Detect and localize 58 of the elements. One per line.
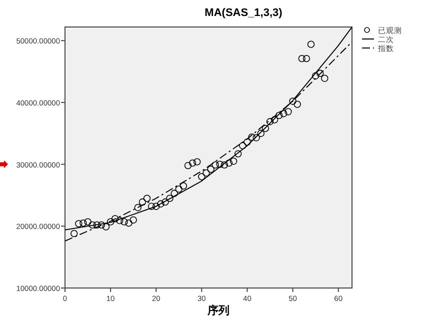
point: [162, 198, 169, 206]
point: [138, 198, 146, 206]
point: [125, 219, 132, 227]
point: [116, 216, 124, 224]
point: [216, 160, 224, 168]
point: [106, 218, 114, 226]
point: [134, 204, 142, 212]
point: [270, 116, 278, 124]
point: [266, 118, 274, 126]
point: [262, 124, 270, 132]
point: [188, 159, 196, 167]
x-axis-title: 序列: [206, 304, 230, 317]
point: [307, 40, 315, 48]
point: [112, 215, 119, 222]
point: [198, 173, 206, 180]
point: [93, 221, 100, 229]
point: [207, 166, 214, 173]
point: [84, 218, 92, 226]
point: [194, 158, 201, 166]
point: [248, 133, 256, 141]
point: [130, 216, 137, 224]
point: [166, 194, 174, 202]
point: [280, 110, 288, 118]
point: [170, 190, 178, 197]
point: [312, 72, 320, 80]
point: [316, 70, 324, 77]
point: [148, 202, 156, 210]
point: [80, 219, 87, 227]
point: [157, 200, 164, 208]
point: [298, 54, 306, 62]
point: [175, 185, 182, 193]
point: [302, 54, 310, 62]
point: [152, 202, 160, 210]
point: [120, 218, 128, 226]
point: [276, 112, 283, 120]
chart-title: MA(SAS_1,3,3): [204, 7, 283, 19]
point: [143, 194, 151, 202]
point: [184, 162, 192, 170]
point: [98, 221, 106, 229]
point: [234, 150, 242, 158]
point: [202, 169, 210, 177]
point: [225, 159, 233, 167]
point: [252, 134, 260, 142]
point: [294, 100, 301, 108]
point: [102, 223, 110, 230]
point: [321, 74, 328, 82]
point: [75, 220, 82, 228]
point: [180, 182, 188, 190]
point: [239, 142, 246, 150]
point: [230, 158, 238, 165]
point: [244, 138, 251, 146]
point: [70, 230, 78, 238]
point: [212, 161, 219, 169]
point: [88, 221, 96, 229]
point: [289, 98, 296, 105]
point: [257, 130, 264, 137]
point: [220, 161, 228, 169]
point: [284, 108, 292, 116]
